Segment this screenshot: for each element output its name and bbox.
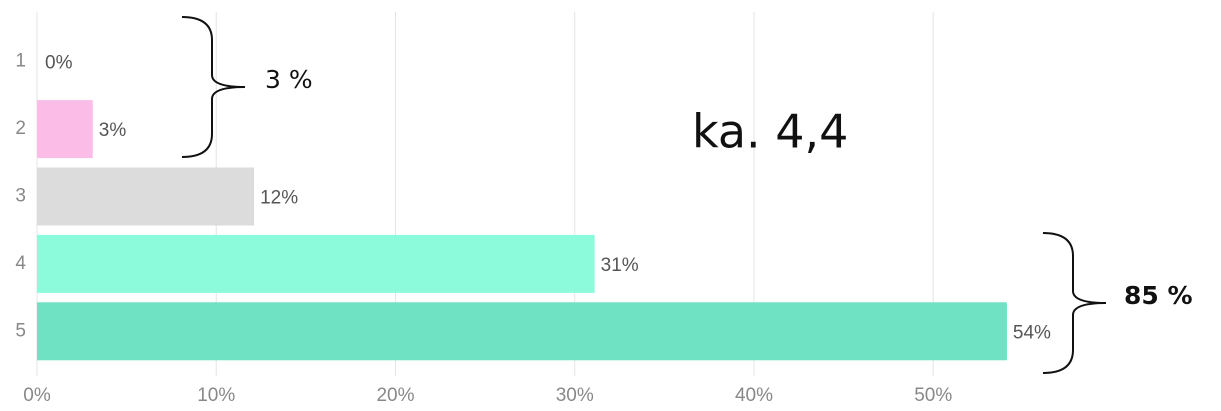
y-tick-label: 1 bbox=[15, 51, 26, 72]
bar bbox=[37, 167, 255, 226]
value-label: 54% bbox=[1013, 322, 1051, 343]
value-label: 3% bbox=[99, 120, 127, 141]
x-tick-label: 10% bbox=[197, 385, 235, 406]
y-tick-label: 4 bbox=[15, 253, 26, 274]
annotation: ka. 4,4 bbox=[692, 105, 848, 159]
bar bbox=[37, 302, 1007, 361]
y-tick-label: 2 bbox=[15, 118, 26, 139]
x-tick-label: 30% bbox=[556, 385, 594, 406]
x-tick-label: 20% bbox=[376, 385, 414, 406]
brace bbox=[181, 16, 246, 158]
annotation: 85 % bbox=[1124, 281, 1193, 310]
x-tick-label: 50% bbox=[914, 385, 952, 406]
x-tick-label: 40% bbox=[735, 385, 773, 406]
bar bbox=[37, 100, 93, 159]
x-tick-label: 0% bbox=[23, 385, 51, 406]
value-label: 31% bbox=[601, 255, 639, 276]
bar bbox=[37, 234, 595, 293]
value-label: 12% bbox=[260, 188, 298, 209]
y-tick-label: 5 bbox=[15, 320, 26, 341]
annotation: 3 % bbox=[265, 65, 313, 94]
y-tick-label: 3 bbox=[15, 186, 26, 207]
brace bbox=[1042, 232, 1107, 374]
value-label: 0% bbox=[45, 53, 73, 74]
